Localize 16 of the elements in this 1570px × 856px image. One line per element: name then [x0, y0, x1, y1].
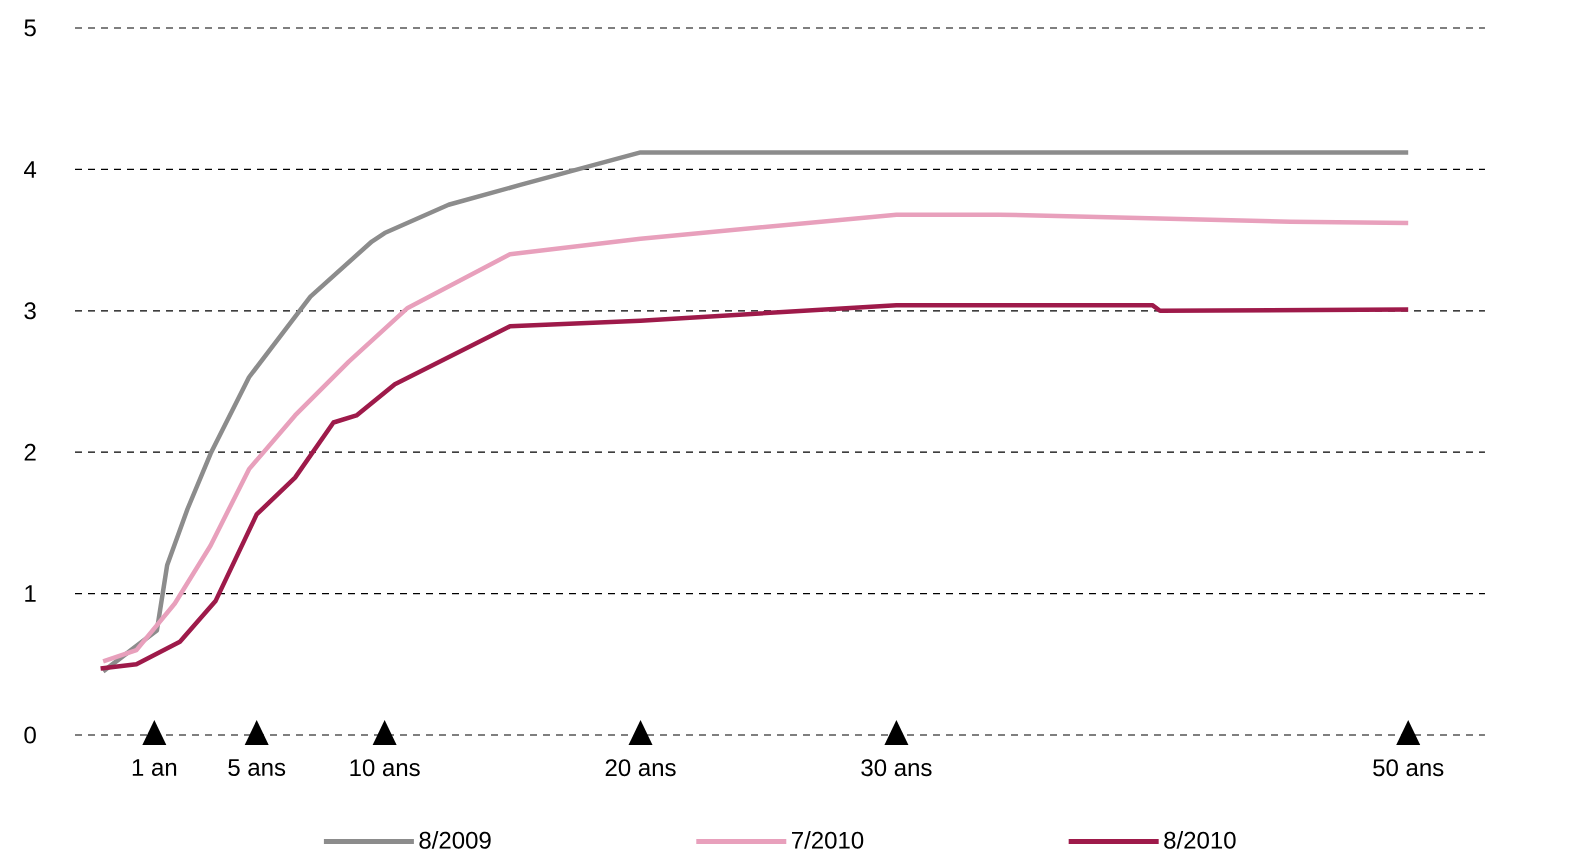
x-tick-label: 30 ans [861, 759, 932, 777]
y-tick-label: 5 [24, 19, 36, 37]
x-tick-label: 1 an [132, 759, 177, 776]
y-tick-label: 0 [24, 726, 36, 744]
y-tick-label: 2 [24, 443, 36, 461]
legend-label: 8/2009 [419, 831, 491, 849]
y-tick-label: 3 [24, 302, 36, 320]
y-tick-label: 4 [24, 161, 37, 178]
line-series [98, 302, 1411, 671]
y-tick-label: 1 [25, 585, 36, 602]
x-tick-label: 20 ans [605, 759, 676, 777]
legend-label: 7/2010 [792, 831, 864, 849]
x-tick-label: 10 ans [350, 759, 420, 777]
legend-label: 8/2010 [1164, 831, 1236, 849]
x-tick-label: 5 ans [228, 759, 286, 776]
x-tick-label: 50 ans [1373, 759, 1444, 777]
